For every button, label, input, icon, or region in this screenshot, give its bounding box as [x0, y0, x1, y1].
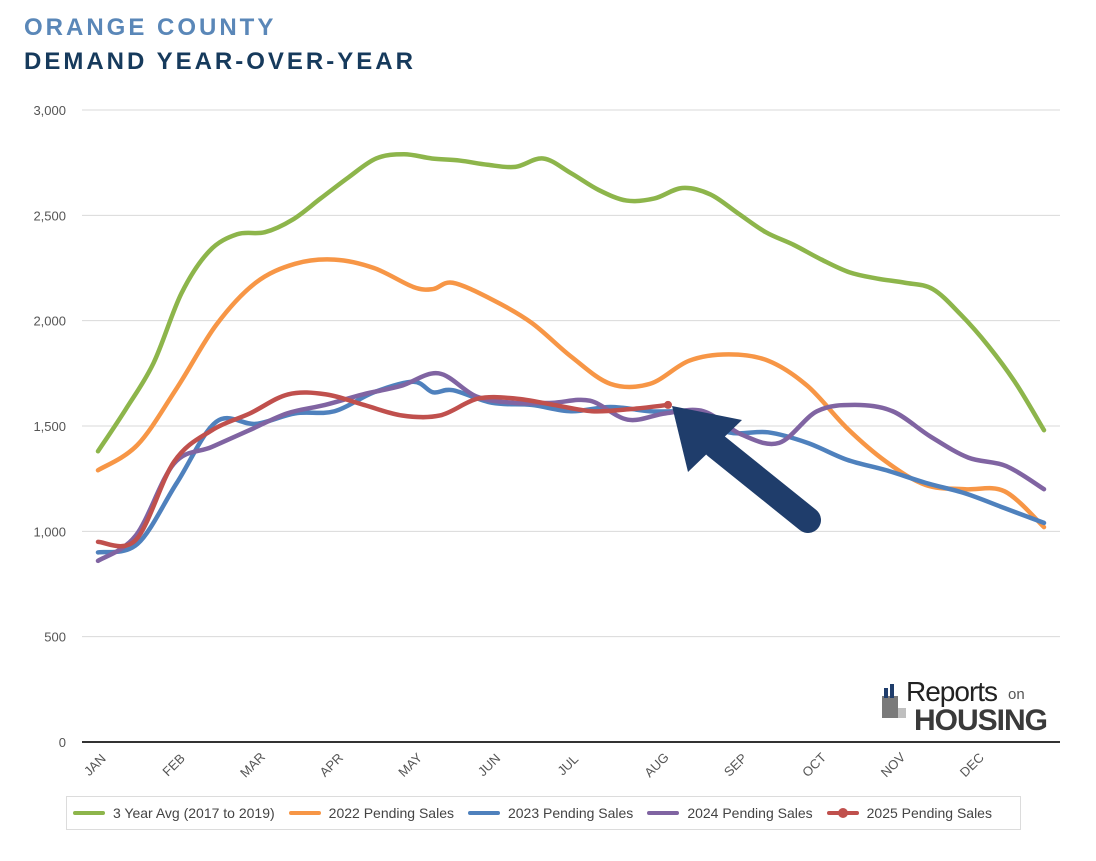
y-tick-label: 2,000 — [33, 314, 66, 329]
x-tick-label: MAY — [395, 750, 425, 780]
y-tick-label: 2,500 — [33, 208, 66, 223]
logo-building-icon — [882, 684, 906, 718]
series-line-y2024 — [95, 370, 1047, 564]
x-axis-ticks: JAN FEB MAR APR MAY JUN JUL AUG SEP OCT NOV DEC — [81, 749, 987, 780]
x-tick-label: JAN — [81, 751, 109, 779]
legend-label: 3 Year Avg (2017 to 2019) — [113, 805, 275, 821]
legend-label: 2024 Pending Sales — [687, 805, 813, 821]
x-tick-label: SEP — [721, 750, 750, 779]
legend-swatch — [826, 808, 859, 818]
chart-legend: 3 Year Avg (2017 to 2019) 2022 Pending Sa… — [66, 796, 1021, 830]
y-tick-label: 1,000 — [33, 524, 66, 539]
x-tick-label: JUL — [554, 751, 581, 778]
x-tick-label: JUN — [475, 751, 503, 779]
series-line-y2023 — [95, 379, 1047, 555]
legend-item-y2025: 2025 Pending Sales — [826, 805, 992, 821]
x-tick-label: APR — [317, 750, 347, 780]
logo-housing-text: HOUSING — [914, 704, 1048, 737]
series-line-avg — [95, 151, 1047, 454]
y-tick-label: 0 — [59, 735, 66, 750]
x-tick-label: AUG — [641, 750, 672, 781]
y-tick-label: 500 — [44, 630, 66, 645]
legend-item-y2022: 2022 Pending Sales — [288, 805, 454, 821]
x-tick-label: OCT — [799, 750, 829, 780]
x-tick-label: MAR — [237, 749, 268, 780]
series-line-y2022 — [95, 257, 1047, 530]
y-tick-label: 1,500 — [33, 419, 66, 434]
x-tick-label: FEB — [159, 751, 187, 779]
chart-title-line1: ORANGE COUNTY — [24, 14, 277, 41]
chart-series — [95, 151, 1047, 564]
y-tick-label: 3,000 — [33, 103, 66, 118]
chart-title-line2: DEMAND YEAR-OVER-YEAR — [24, 48, 416, 75]
x-tick-label: DEC — [957, 750, 987, 780]
series-line-y2025 — [95, 390, 671, 549]
legend-item-y2023: 2023 Pending Sales — [467, 805, 634, 821]
legend-label: 2025 Pending Sales — [866, 805, 992, 821]
x-tick-label: NOV — [878, 749, 909, 780]
series-end-marker — [664, 400, 672, 409]
callout-arrow — [672, 406, 821, 533]
legend-swatch — [467, 811, 500, 815]
legend-swatch — [288, 811, 321, 815]
legend-swatch — [73, 811, 105, 815]
legend-label: 2023 Pending Sales — [507, 805, 634, 821]
y-axis-ticks: 0 500 1,000 1,500 2,000 2,500 3,000 — [33, 103, 66, 750]
reports-on-housing-logo: Reports on HOUSING — [878, 676, 1068, 742]
legend-item-avg: 3 Year Avg (2017 to 2019) — [73, 805, 275, 821]
legend-swatch — [647, 811, 680, 815]
legend-label: 2022 Pending Sales — [328, 805, 454, 821]
chart-grid — [82, 109, 1060, 743]
logo-on-text: on — [1008, 686, 1025, 703]
logo-reports-text: Reports — [906, 676, 998, 707]
legend-item-y2024: 2024 Pending Sales — [647, 805, 813, 821]
